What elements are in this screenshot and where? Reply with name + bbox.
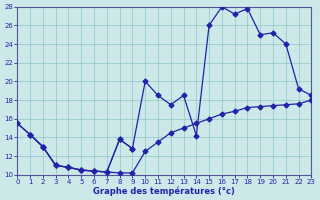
X-axis label: Graphe des températures (°c): Graphe des températures (°c)	[93, 186, 235, 196]
